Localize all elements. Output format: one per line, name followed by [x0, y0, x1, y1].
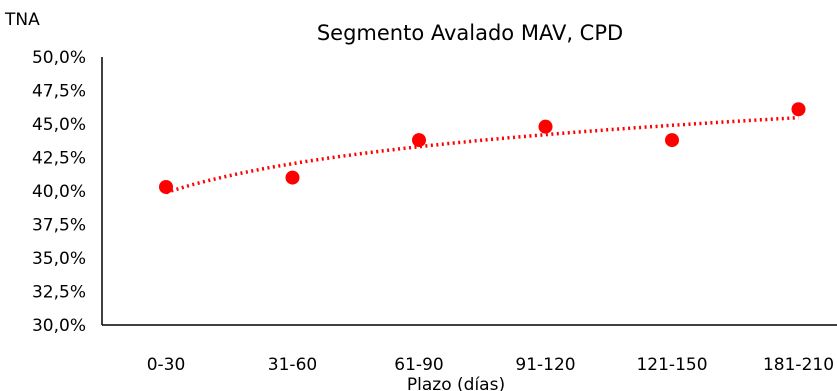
data-point — [791, 102, 806, 117]
data-point — [285, 170, 300, 185]
y-tick-label: 45,0% — [32, 115, 86, 135]
y-tick-label: 40,0% — [32, 182, 86, 202]
y-tick-label: 35,0% — [32, 249, 86, 269]
y-axis-label: TNA — [4, 10, 40, 30]
y-tick-label: 32,5% — [32, 283, 86, 303]
y-tick-label: 30,0% — [32, 316, 86, 336]
x-tick-label: 181-210 — [763, 355, 834, 375]
y-tick-label: 47,5% — [32, 82, 86, 102]
x-tick-label: 0-30 — [147, 355, 186, 375]
y-tick-label: 50,0% — [32, 48, 86, 68]
x-tick-label: 61-90 — [394, 355, 443, 375]
x-tick-label: 121-150 — [636, 355, 707, 375]
x-tick-label: 91-120 — [515, 355, 575, 375]
y-tick-label: 37,5% — [32, 216, 86, 236]
data-point — [159, 179, 173, 194]
data-point — [538, 119, 553, 134]
data-point — [412, 133, 426, 148]
data-point — [665, 133, 679, 148]
trendline — [165, 115, 799, 195]
x-axis-label: Plazo (días) — [407, 375, 505, 391]
chart-title: Segmento Avalado MAV, CPD — [317, 21, 623, 45]
x-tick-label: 31-60 — [268, 355, 317, 375]
y-tick-label: 42,5% — [32, 149, 86, 169]
